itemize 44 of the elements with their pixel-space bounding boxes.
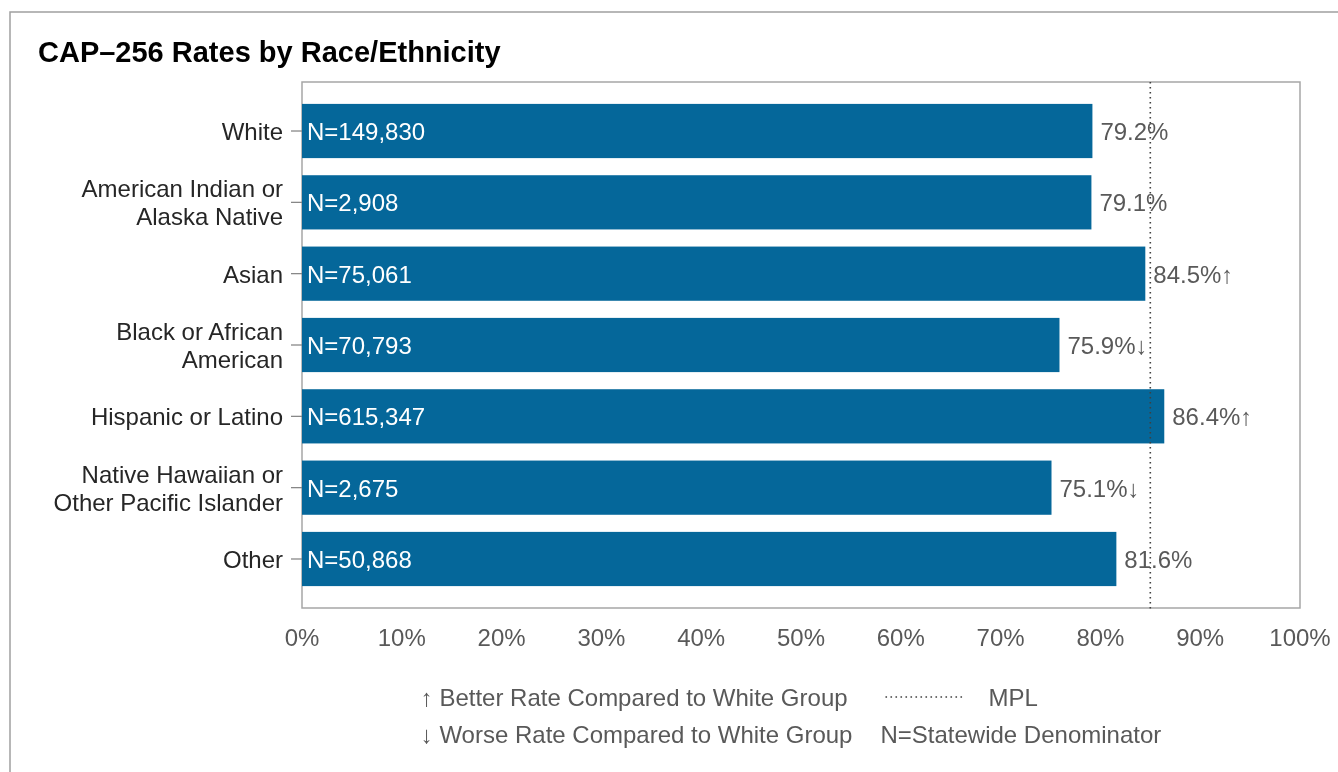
y-tick-label: Asian bbox=[222, 260, 283, 288]
x-tick-label: 0% bbox=[284, 623, 320, 651]
data-label: 79.1% bbox=[1099, 188, 1168, 216]
data-label: 86.4%↑ bbox=[1172, 402, 1253, 430]
annotation: N=149,830 bbox=[307, 117, 426, 145]
bar bbox=[302, 317, 1060, 373]
chart-title: CAP–256 Rates by Race/Ethnicity bbox=[38, 36, 501, 68]
annotation: N=2,675 bbox=[307, 474, 399, 502]
annotation: N=615,347 bbox=[307, 402, 426, 430]
bar bbox=[302, 389, 1165, 444]
annotation: N=2,908 bbox=[307, 188, 399, 216]
data-label: 75.9%↓ bbox=[1067, 331, 1148, 359]
x-tick-label: 90% bbox=[1176, 623, 1225, 651]
annotation: N=70,793 bbox=[307, 331, 412, 359]
x-tick-label: 10% bbox=[377, 623, 426, 651]
text: ↓ Worse Rate Compared to White Group bbox=[420, 720, 853, 748]
y-tick-label: Hispanic or Latino bbox=[90, 402, 283, 430]
x-tick-label: 80% bbox=[1076, 623, 1125, 651]
x-tick-label: 40% bbox=[677, 623, 726, 651]
bar bbox=[302, 103, 1093, 159]
y-tick-label: Native Hawaiian or Other Pacific Islander bbox=[53, 460, 284, 516]
y-tick-label: American Indian or Alaska Native bbox=[81, 174, 283, 230]
bar bbox=[302, 531, 1117, 587]
annotation: N=50,868 bbox=[307, 545, 412, 573]
data-label: 84.5%↑ bbox=[1153, 260, 1234, 288]
x-tick-label: 50% bbox=[776, 623, 826, 651]
y-tick-label: Black or African American bbox=[116, 317, 283, 373]
y-tick-label: White bbox=[221, 117, 283, 145]
x-tick-label: 100% bbox=[1269, 623, 1331, 651]
x-tick-label: 60% bbox=[876, 623, 925, 651]
data-label: 81.6% bbox=[1124, 545, 1193, 573]
annotation: N=75,061 bbox=[307, 260, 412, 288]
x-tick-label: 20% bbox=[477, 623, 526, 651]
text: ↑ Better Rate Compared to White Group bbox=[420, 683, 848, 711]
text: N=Statewide Denominator bbox=[880, 720, 1162, 748]
x-tick-label: 30% bbox=[577, 623, 626, 651]
x-tick-label: 70% bbox=[976, 623, 1025, 651]
bar bbox=[302, 246, 1146, 301]
data-label: 79.2% bbox=[1100, 117, 1169, 145]
bar bbox=[302, 175, 1092, 230]
legend-label: MPL bbox=[988, 683, 1038, 711]
y-tick-label: Other bbox=[222, 545, 283, 573]
data-label: 75.1%↓ bbox=[1059, 474, 1140, 502]
bar bbox=[302, 460, 1052, 515]
